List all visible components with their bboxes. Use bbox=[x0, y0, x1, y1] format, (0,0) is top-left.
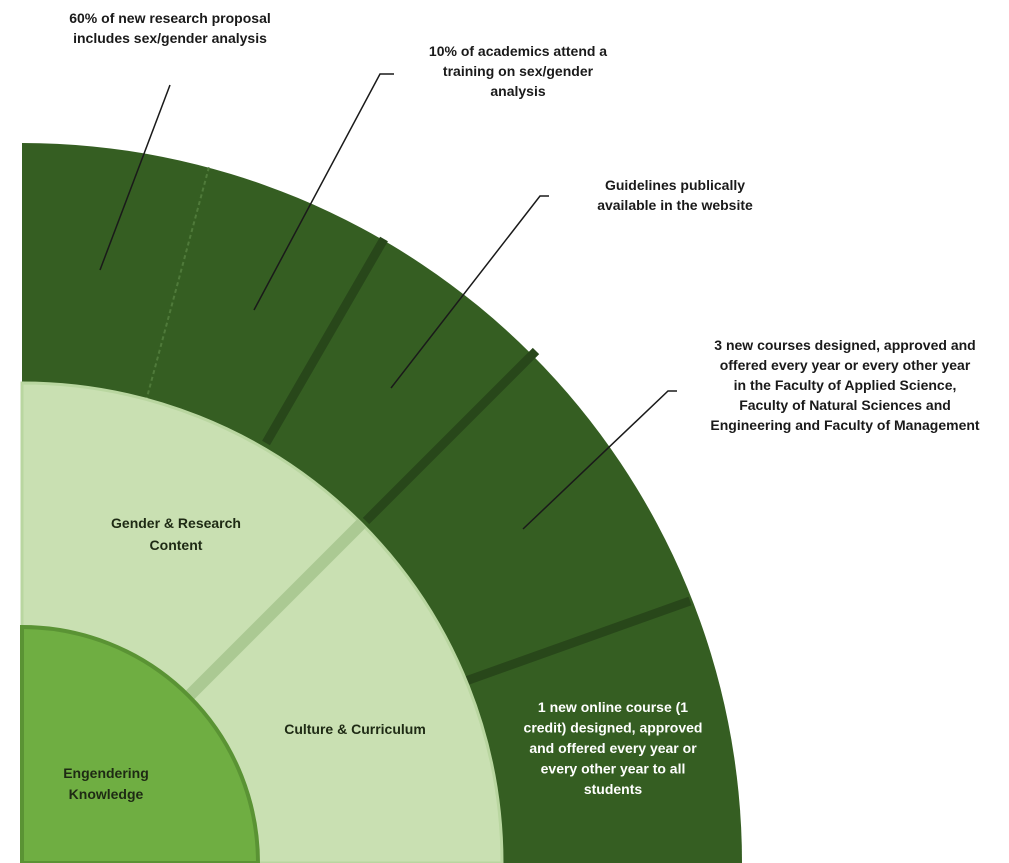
middle-ring-labels: Gender & Research Content Culture & Curric… bbox=[111, 515, 426, 737]
callout-academics-training-line-3: analysis bbox=[490, 83, 545, 99]
callout-guidelines-line-1: Guidelines publically bbox=[605, 177, 745, 193]
outer-divider-1 bbox=[145, 166, 210, 402]
outer-label-online-course-line-5: students bbox=[584, 781, 643, 797]
core-label-line-2: Knowledge bbox=[69, 786, 144, 802]
middle-label-gender-research-content-line-2: Content bbox=[150, 537, 203, 553]
outer-label-online-course-line-1: 1 new online course (1 bbox=[538, 699, 688, 715]
callout-new-courses-line-2: offered every year or every other year bbox=[720, 357, 971, 373]
leader-line-research-proposal bbox=[99, 84, 171, 271]
core-label-line-1: Engendering bbox=[63, 765, 149, 781]
core-circle bbox=[20, 624, 261, 863]
callout-academics-training-line-2: training on sex/gender bbox=[443, 63, 594, 79]
leader-lines bbox=[99, 73, 677, 530]
callout-academics-training-line-1: 10% of academics attend a bbox=[429, 43, 607, 59]
outer-divider-2 bbox=[262, 236, 388, 446]
outer-label-online-course-line-2: credit) designed, approved bbox=[524, 720, 703, 736]
middle-divider bbox=[185, 518, 367, 700]
outer-ring-labels: 1 new online course (1 credit) designed, … bbox=[524, 699, 703, 797]
callout-new-courses-line-5: Engineering and Faculty of Management bbox=[710, 417, 979, 433]
callout-research-proposal-line-2: includes sex/gender analysis bbox=[73, 30, 267, 46]
callout-new-courses-line-1: 3 new courses designed, approved and bbox=[714, 337, 975, 353]
outer-divider-4 bbox=[461, 596, 692, 687]
callout-guidelines-line-2: available in the website bbox=[597, 197, 753, 213]
leader-line-new-courses bbox=[522, 390, 677, 530]
middle-label-gender-research-content-line-1: Gender & Research bbox=[111, 515, 241, 531]
core-label: Engendering Knowledge bbox=[63, 765, 149, 802]
leader-line-guidelines bbox=[390, 195, 549, 389]
outer-label-online-course-line-3: and offered every year or bbox=[529, 740, 697, 756]
middle-label-culture-curriculum-line-1: Culture & Curriculum bbox=[284, 721, 426, 737]
callout-research-proposal-line-1: 60% of new research proposal bbox=[69, 10, 271, 26]
outer-divider-3 bbox=[362, 347, 540, 525]
outer-label-online-course-line-4: every other year to all bbox=[541, 761, 686, 777]
callout-labels: 60% of new research proposal includes sex… bbox=[69, 10, 980, 433]
callout-new-courses-line-4: Faculty of Natural Sciences and bbox=[739, 397, 951, 413]
leader-line-academics-training bbox=[253, 73, 394, 311]
callout-new-courses-line-3: in the Faculty of Applied Science, bbox=[734, 377, 957, 393]
